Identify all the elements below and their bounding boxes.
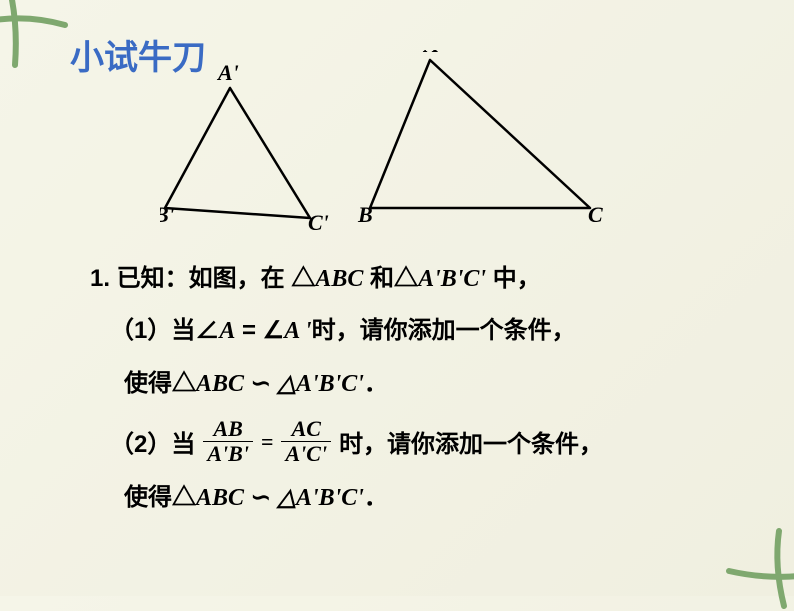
sim-abc: ABC (196, 371, 244, 397)
q1-suffix: 时，请你添加一个条件， (312, 317, 576, 344)
sim2-apbpcp: △A'B'C' (277, 485, 363, 511)
sim-prefix: 使得△ (124, 370, 196, 397)
problem-intro: 1. 已知：如图，在 △ABC 和△A'B'C' 中， (90, 260, 730, 298)
frac2-num: AC (288, 417, 325, 441)
intro-suffix: 中， (486, 265, 541, 292)
sim-period: ． (364, 370, 388, 397)
intro-abc: ABC (315, 266, 363, 292)
fraction-1: AB A'B' (203, 417, 253, 466)
frac1-den: A'B' (203, 441, 253, 466)
sim2-prefix: 使得△ (124, 484, 196, 511)
svg-text:A': A' (216, 60, 239, 85)
corner-decoration-top-left (0, 0, 80, 75)
svg-text:B: B (357, 202, 373, 227)
q2-prefix: （2）当 (110, 424, 195, 459)
sim-apbpcp: △A'B'C' (277, 371, 363, 397)
question-1: （1）当∠A = ∠A '时，请你添加一个条件， (110, 312, 730, 350)
svg-text:A: A (422, 50, 439, 57)
q1-mid: = ∠ (235, 317, 284, 344)
svg-text:C: C (588, 202, 603, 227)
problem-text: 1. 已知：如图，在 △ABC 和△A'B'C' 中， （1）当∠A = ∠A … (90, 260, 730, 531)
intro-apbpcp: A'B'C' (418, 266, 486, 292)
sim2-period: ． (364, 484, 388, 511)
svg-text:C': C' (308, 210, 329, 235)
sim2-abc: ABC (196, 485, 244, 511)
svg-text:B': B' (160, 202, 175, 227)
q1-ap: A ' (284, 318, 311, 344)
fraction-2: AC A'C' (281, 417, 331, 466)
intro-mid: 和△ (363, 265, 418, 292)
corner-decoration-bottom-right (714, 521, 794, 611)
q1-a: A (219, 318, 235, 344)
sim-sym: ∽ (244, 370, 277, 397)
frac1-num: AB (209, 417, 246, 441)
q2-suffix: 时，请你添加一个条件， (339, 424, 603, 459)
sim2-sym: ∽ (244, 484, 277, 511)
triangles-figure: A' B' C' A B C (160, 50, 630, 250)
question-2: （2）当 AB A'B' = AC A'C' 时，请你添加一个条件， (110, 417, 730, 466)
q1-prefix: （1）当∠ (110, 317, 219, 344)
similar-line-2: 使得△ABC ∽ △A'B'C'． (124, 479, 730, 517)
frac-eq: = (261, 429, 274, 455)
intro-prefix: 1. 已知：如图，在 △ (90, 265, 315, 292)
frac2-den: A'C' (281, 441, 331, 466)
similar-line-1: 使得△ABC ∽ △A'B'C'． (124, 365, 730, 403)
